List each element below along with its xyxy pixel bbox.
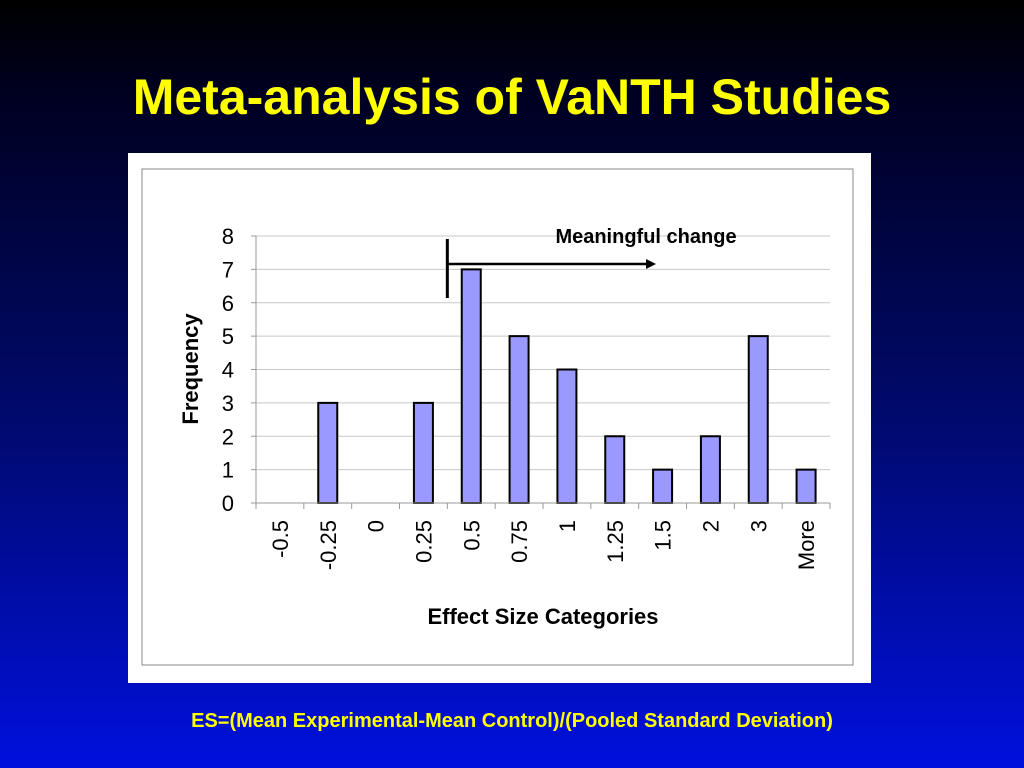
x-tick-label: 0.5 (459, 520, 484, 551)
bar-More (795, 468, 817, 504)
bars (317, 268, 817, 504)
axes (251, 235, 831, 509)
x-tick-label: 0 (364, 520, 389, 532)
x-tick-label: 1.5 (651, 520, 676, 551)
x-tick-label: 3 (746, 520, 771, 532)
bar-2 (699, 435, 721, 504)
x-tick-label: 1.25 (603, 520, 628, 563)
x-tick-labels: -0.5 -0.25 0 0.25 0.5 0.75 1 1.25 1.5 2 3 More (268, 520, 819, 570)
slide-title: Meta-analysis of VaNTH Studies (132, 69, 892, 125)
x-tick-label: 0.25 (411, 520, 436, 563)
x-tick-label: -0.25 (316, 520, 341, 570)
bar-3 (747, 335, 769, 504)
y-tick-label: 1 (222, 458, 234, 483)
effect-size-histogram: 0 1 2 3 4 5 6 7 8 -0.5 -0.25 0 0.25 0.5 0.75 1 1.25 1.5 2… (141, 168, 854, 666)
bar-0.25 (412, 401, 434, 504)
y-tick-label: 6 (222, 291, 234, 316)
bar-0.5 (460, 268, 482, 504)
y-tick-label: 0 (222, 491, 234, 516)
bar-1.5 (652, 468, 674, 504)
y-tick-label: 5 (222, 324, 234, 349)
plot-area-border (141, 168, 854, 666)
x-axis-label: Effect Size Categories (427, 604, 658, 629)
x-tick-label: 0.75 (507, 520, 532, 563)
bar--0.25 (317, 401, 339, 504)
y-tick-label: 2 (222, 424, 234, 449)
annotation-label: Meaningful change (555, 226, 736, 248)
chart-panel: 0 1 2 3 4 5 6 7 8 -0.5 -0.25 0 0.25 0.5 0.75 1 1.25 1.5 2… (128, 153, 871, 683)
x-tick-label: More (794, 520, 819, 570)
bar-0.75 (508, 335, 530, 504)
y-tick-label: 3 (222, 391, 234, 416)
gridlines (256, 235, 830, 471)
y-tick-labels: 0 1 2 3 4 5 6 7 8 (222, 224, 234, 516)
arrow-head-icon (646, 259, 656, 269)
x-tick-label: -0.5 (268, 520, 293, 558)
x-tick-label: 1 (555, 520, 580, 532)
y-axis-label: Frequency (178, 313, 203, 425)
y-tick-label: 8 (222, 224, 234, 249)
annotation: Meaningful change (445, 226, 737, 298)
bar-1 (556, 368, 578, 504)
y-tick-label: 7 (222, 257, 234, 282)
bar-1.25 (604, 435, 626, 504)
effect-size-formula: ES=(Mean Experimental-Mean Control)/(Poo… (191, 710, 833, 732)
y-tick-label: 4 (222, 358, 234, 383)
x-tick-label: 2 (698, 520, 723, 532)
